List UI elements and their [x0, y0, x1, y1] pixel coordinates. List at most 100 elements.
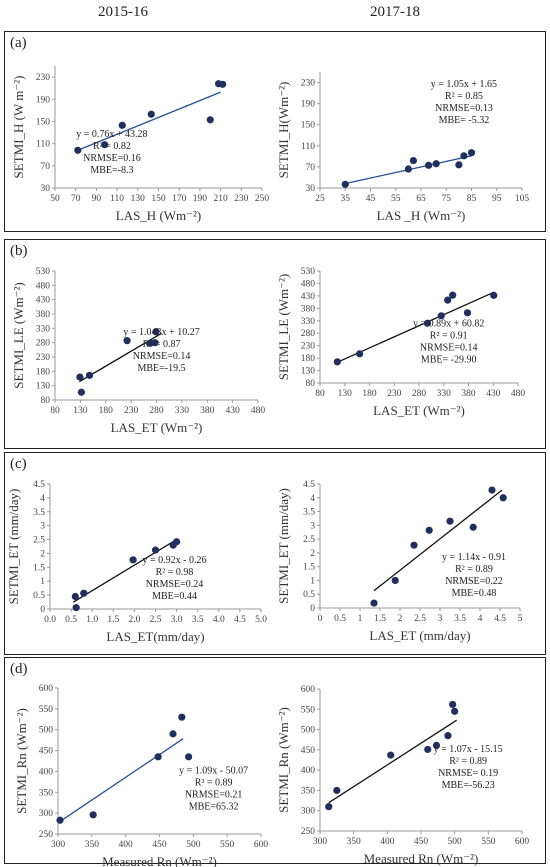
regression-annotation: R² = 0.89: [449, 756, 487, 767]
y-tick-label: 430: [36, 296, 51, 306]
x-tick-label: 130: [131, 194, 146, 204]
x-tick-label: 230: [124, 406, 139, 416]
y-tick-label: 250: [39, 830, 54, 840]
y-tick-label: 380: [36, 310, 51, 320]
y-axis-label: SETMI_Rn (Wm⁻²): [276, 707, 291, 813]
data-point: [85, 371, 94, 379]
data-point: [129, 556, 137, 564]
y-tick-label: 110: [36, 140, 50, 150]
y-tick-label: 80: [306, 379, 316, 389]
x-tick-label: 450: [414, 837, 429, 847]
regression-annotation: MBE=-8.3: [90, 165, 133, 176]
y-tick-label: 300: [301, 807, 316, 817]
y-tick-label: 0.5: [33, 591, 45, 601]
x-tick-label: 2.5: [414, 614, 426, 624]
data-point: [424, 745, 432, 754]
x-tick-label: 130: [73, 406, 88, 416]
y-tick-label: 180: [301, 354, 316, 364]
regression-annotation: R² = 0.98: [156, 567, 194, 578]
y-tick-label: 230: [301, 342, 316, 352]
data-point: [410, 541, 418, 549]
y-tick-label: 280: [301, 329, 316, 339]
y-tick-label: 110: [301, 142, 315, 152]
regression-annotation: MBE=-56.23: [442, 780, 495, 791]
x-tick-label: 400: [380, 837, 395, 847]
x-tick-label: 80: [315, 389, 325, 399]
x-tick-label: 430: [486, 389, 501, 399]
data-point: [460, 152, 468, 160]
x-tick-label: 600: [515, 837, 530, 847]
regression-annotation: NRMSE=0.24: [146, 579, 204, 590]
y-axis-label: SETMI_ET (mm/day): [276, 488, 291, 604]
regression-annotation: MBE=65.32: [189, 802, 239, 813]
data-point: [118, 121, 126, 129]
x-tick-label: 4.5: [234, 615, 246, 625]
x-tick-label: 0.5: [65, 615, 77, 625]
x-tick-label: 4.5: [494, 614, 506, 624]
y-tick-label: 230: [301, 79, 316, 89]
x-tick-label: 90: [92, 194, 102, 204]
data-point: [74, 146, 82, 154]
regression-annotation: MBE= -5.32: [439, 115, 490, 126]
data-point: [425, 526, 433, 534]
regression-annotation: NRMSE=0.13: [435, 103, 493, 114]
y-tick-label: 230: [36, 73, 51, 83]
data-point: [154, 753, 162, 761]
x-tick-label: 600: [254, 840, 269, 850]
x-tick-label: 380: [461, 389, 476, 399]
x-tick-label: 4: [478, 614, 483, 624]
data-point: [76, 373, 84, 381]
data-point: [387, 751, 395, 759]
data-point: [446, 517, 454, 525]
x-tick-label: 45: [366, 194, 376, 204]
x-axis-label: LAS_ET (Wm⁻²): [373, 403, 465, 418]
y-axis-label: SETMI_LE (Wm⁻²): [11, 282, 26, 388]
x-tick-label: 350: [85, 840, 100, 850]
panel-label-a: (a): [10, 35, 27, 51]
y-tick-label: 380: [301, 304, 316, 314]
regression-annotation: MBE=0.48: [452, 588, 497, 599]
regression-annotation: MBE=-19.5: [138, 363, 186, 374]
data-point: [356, 350, 364, 358]
y-tick-label: 130: [36, 382, 51, 392]
data-point: [499, 494, 507, 502]
x-tick-label: 480: [511, 389, 526, 399]
x-axis-label: LAS_ET(mm/day): [106, 629, 204, 644]
y-tick-label: 400: [301, 766, 316, 776]
regression-annotation: R² = 0.87: [143, 339, 181, 350]
trendline: [75, 91, 221, 152]
data-point: [404, 165, 412, 173]
data-point: [325, 803, 333, 811]
data-point: [184, 753, 193, 761]
x-tick-label: 300: [313, 837, 328, 847]
data-point: [341, 180, 349, 188]
data-point: [56, 816, 64, 824]
data-point: [463, 309, 472, 317]
data-point: [333, 786, 341, 795]
column-title-2015-16: 2015-16: [98, 4, 148, 20]
x-axis-label: Measured Rn (Wm⁻²): [102, 854, 217, 867]
data-point: [444, 732, 452, 740]
data-point: [206, 116, 214, 124]
y-tick-label: 280: [36, 339, 51, 349]
data-point: [151, 339, 159, 347]
panel-d: (d): [4, 657, 546, 864]
data-point: [370, 599, 378, 607]
regression-annotation: NRMSE=0.14: [133, 351, 191, 362]
x-tick-label: 110: [110, 194, 124, 204]
y-tick-label: 600: [39, 684, 54, 694]
y-tick-label: 350: [39, 788, 54, 798]
x-tick-label: 280: [149, 406, 164, 416]
x-tick-label: 500: [186, 840, 201, 850]
x-axis-label: Measured Rn (Wm⁻²): [364, 851, 479, 866]
y-tick-label: 30: [306, 184, 316, 194]
x-tick-label: 1.5: [107, 615, 119, 625]
regression-annotation: MBE= -29.90: [421, 354, 477, 365]
y-tick-label: 550: [301, 705, 316, 715]
y-tick-label: 530: [301, 267, 316, 277]
data-point: [444, 296, 452, 304]
y-axis-label: SETMI_ET (mm/day): [6, 489, 21, 605]
x-tick-label: 180: [362, 389, 377, 399]
y-tick-label: 2.5: [303, 535, 315, 545]
y-tick-label: 4: [310, 494, 315, 504]
